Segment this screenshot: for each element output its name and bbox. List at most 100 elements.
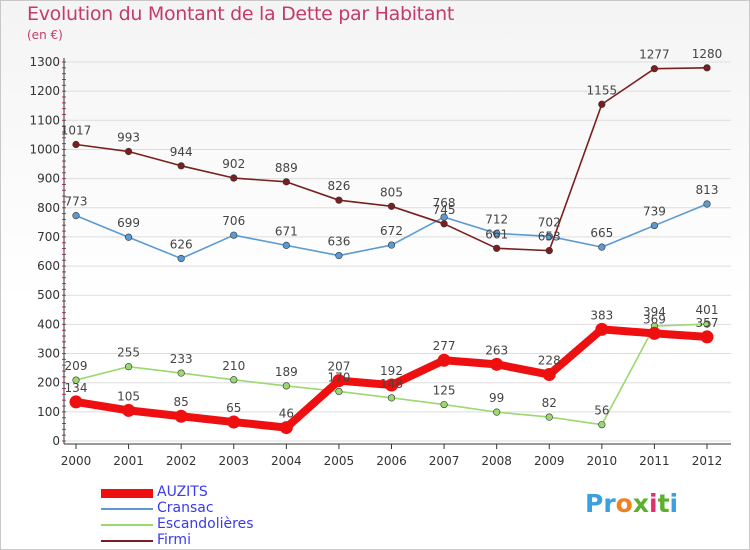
chart-title: Evolution du Montant de la Dette par Hab…	[27, 3, 455, 25]
data-point-escandoli-res	[387, 394, 396, 402]
data-label-firmi: 902	[222, 157, 245, 171]
y-tick-label: 0	[52, 434, 60, 448]
legend-label: Firmi	[157, 532, 191, 548]
y-tick-label: 100	[37, 405, 60, 419]
data-point-cransac	[493, 229, 501, 238]
y-tick-label: 400	[37, 317, 60, 331]
x-tick-label: 2012	[692, 454, 723, 468]
data-label-firmi: 889	[275, 161, 298, 175]
data-label-auzits: 357	[696, 316, 719, 330]
y-tick-label: 900	[37, 172, 60, 186]
data-label-cransac: 699	[117, 216, 140, 230]
x-tick-label: 2001	[113, 454, 144, 468]
data-point-escandoli-res	[230, 376, 238, 384]
data-label-auzits: 85	[174, 395, 189, 409]
data-point-auzits	[69, 395, 83, 409]
chart-unit: (en €)	[27, 28, 63, 42]
legend-label: Cransac	[157, 500, 214, 516]
data-point-cransac	[282, 241, 290, 249]
data-point-cransac	[124, 233, 133, 241]
data-label-cransac: 813	[696, 183, 719, 197]
data-label-cransac: 665	[590, 226, 613, 240]
x-tick-label: 2008	[481, 454, 512, 468]
data-label-escandoli-res: 82	[542, 396, 557, 410]
legend-swatch	[101, 488, 153, 498]
data-label-firmi: 661	[485, 227, 508, 241]
y-tick-label: 300	[37, 347, 60, 361]
data-label-escandoli-res: 99	[489, 391, 504, 405]
data-label-cransac: 636	[327, 235, 350, 249]
y-tick-label: 200	[37, 376, 60, 390]
data-point-auzits	[595, 322, 609, 336]
data-label-escandoli-res: 401	[696, 303, 719, 317]
legend-swatch	[101, 540, 153, 542]
data-point-firmi	[230, 174, 238, 182]
data-point-cransac	[72, 212, 80, 220]
y-tick-label: 500	[37, 288, 60, 302]
data-label-auzits: 263	[485, 343, 508, 357]
data-label-cransac: 739	[643, 205, 666, 219]
data-label-escandoli-res: 189	[275, 365, 298, 379]
data-point-firmi	[545, 247, 553, 255]
data-label-firmi: 1280	[692, 47, 723, 61]
data-label-cransac: 702	[538, 215, 561, 229]
y-tick-label: 1100	[29, 113, 60, 127]
data-point-auzits	[647, 326, 661, 340]
data-point-cransac	[545, 232, 553, 240]
data-point-cransac	[650, 221, 659, 230]
data-point-escandoli-res	[493, 408, 501, 416]
data-label-cransac: 672	[380, 224, 403, 238]
legend-label: AUZITS	[157, 484, 208, 500]
data-label-auzits: 207	[327, 360, 350, 374]
data-point-escandoli-res	[598, 421, 606, 429]
data-label-auzits: 277	[433, 339, 456, 353]
data-label-escandoli-res: 125	[433, 384, 456, 398]
data-label-cransac: 671	[275, 224, 298, 238]
data-point-auzits	[279, 421, 293, 435]
y-tick-label: 1000	[29, 142, 60, 156]
x-tick-label: 2000	[61, 454, 92, 468]
data-label-escandoli-res: 209	[65, 359, 88, 373]
data-label-escandoli-res: 170	[327, 370, 350, 384]
data-label-auzits: 46	[279, 407, 294, 421]
data-point-escandoli-res	[703, 320, 711, 328]
data-label-auzits: 383	[590, 308, 613, 322]
data-label-cransac: 773	[65, 195, 88, 209]
data-point-auzits	[122, 403, 136, 417]
data-point-cransac	[598, 243, 606, 251]
data-label-auzits: 105	[117, 389, 140, 403]
data-point-escandoli-res	[177, 369, 185, 377]
data-label-escandoli-res: 148	[380, 377, 403, 391]
data-label-firmi: 1277	[639, 48, 670, 62]
data-point-firmi	[335, 196, 343, 204]
data-point-auzits	[385, 378, 398, 392]
data-point-firmi	[598, 100, 606, 108]
y-tick-label: 800	[37, 201, 60, 215]
data-point-firmi	[703, 64, 711, 72]
data-point-escandoli-res	[545, 413, 553, 421]
data-label-firmi: 1155	[587, 83, 618, 97]
data-point-firmi	[440, 220, 448, 228]
x-tick-label: 2009	[534, 454, 565, 468]
data-point-cransac	[387, 241, 396, 249]
data-label-firmi: 745	[433, 203, 456, 217]
data-point-firmi	[177, 162, 185, 170]
data-label-firmi: 944	[170, 145, 193, 159]
data-label-auzits: 134	[65, 381, 88, 395]
data-label-cransac: 768	[433, 196, 456, 210]
data-label-auzits: 192	[380, 364, 403, 378]
data-label-escandoli-res: 233	[170, 352, 193, 366]
y-tick-label: 1200	[29, 84, 60, 98]
data-label-escandoli-res: 210	[222, 359, 245, 373]
x-tick-label: 2004	[271, 454, 302, 468]
data-point-firmi	[387, 202, 396, 210]
data-point-cransac	[703, 200, 711, 208]
data-label-firmi: 805	[380, 185, 403, 199]
legend-swatch	[101, 508, 153, 510]
data-label-auzits: 228	[538, 354, 561, 368]
legend-label: Escandolières	[157, 516, 254, 532]
data-label-firmi: 1017	[61, 124, 92, 138]
data-label-firmi: 826	[327, 179, 350, 193]
